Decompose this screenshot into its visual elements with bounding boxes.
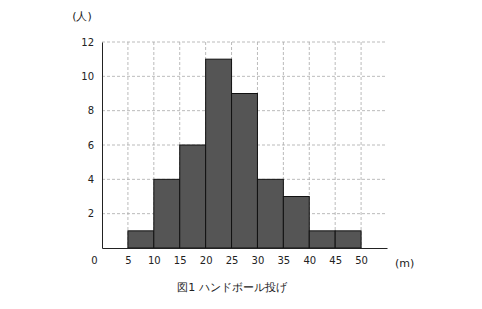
y-tick-label: 6 — [88, 140, 94, 151]
y-tick-label: 2 — [88, 208, 94, 219]
bar — [128, 231, 154, 248]
bar — [206, 59, 232, 248]
bar — [257, 179, 283, 248]
x-tick: 25 — [226, 248, 239, 266]
grid-line-x — [335, 42, 336, 248]
x-tick: 50 — [355, 248, 368, 266]
x-axis-line — [103, 248, 388, 249]
x-tick-label: 0 — [91, 255, 97, 266]
x-tick-label: 30 — [252, 255, 265, 266]
y-tick: 4 — [88, 174, 102, 185]
bar — [283, 197, 309, 249]
x-tick: 35 — [277, 248, 290, 266]
y-tick: 12 — [81, 37, 102, 48]
x-tick: 15 — [174, 248, 187, 266]
y-tick-label: 8 — [88, 105, 94, 116]
x-tick-label: 45 — [329, 255, 342, 266]
grid-line-x — [361, 42, 362, 248]
title: 図1 ハンドボール投げ — [177, 281, 287, 294]
y-axis: 2 4 6 8 10 12 — [81, 37, 102, 249]
y-tick-label: 4 — [88, 174, 94, 185]
x-tick-label: 50 — [355, 255, 368, 266]
grid-line-x — [127, 42, 128, 248]
x-tick: 45 — [329, 248, 342, 266]
bars — [128, 59, 361, 248]
bar — [180, 145, 206, 248]
y-axis-label: (人) — [72, 10, 92, 23]
chart: 0 5 10 15 20 25 30 35 40 45 50 2 4 6 8 10 12 (人) (m) 図1 ハンド… — [0, 0, 482, 309]
grid-line-y — [102, 42, 387, 43]
y-tick: 2 — [88, 208, 102, 219]
x-axis: 0 5 10 15 20 25 30 35 40 45 50 — [91, 248, 387, 266]
y-tick-label: 10 — [81, 71, 94, 82]
y-tick: 10 — [81, 71, 102, 82]
x-tick-label: 15 — [174, 255, 187, 266]
grid — [102, 42, 387, 248]
x-tick-label: 25 — [226, 255, 239, 266]
y-axis-line — [102, 43, 103, 249]
bar — [309, 231, 335, 248]
y-tick: 8 — [88, 105, 102, 116]
x-tick-label: 10 — [148, 255, 161, 266]
x-tick-label: 5 — [125, 255, 131, 266]
y-tick: 6 — [88, 140, 102, 151]
x-tick-label: 20 — [200, 255, 213, 266]
x-tick: 10 — [148, 248, 161, 266]
x-tick: 0 — [91, 248, 102, 266]
x-tick-label: 35 — [277, 255, 290, 266]
grid-line-y — [102, 76, 387, 77]
x-axis-label: (m) — [395, 257, 414, 270]
bar — [154, 179, 180, 248]
x-tick-label: 40 — [303, 255, 316, 266]
x-tick: 30 — [252, 248, 265, 266]
bar — [232, 94, 258, 249]
x-tick: 20 — [200, 248, 213, 266]
x-tick: 5 — [125, 248, 131, 266]
bar — [335, 231, 361, 248]
x-tick: 40 — [303, 248, 316, 266]
y-tick-label: 12 — [81, 37, 94, 48]
